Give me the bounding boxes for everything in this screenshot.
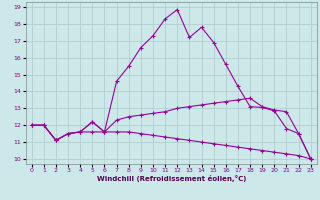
X-axis label: Windchill (Refroidissement éolien,°C): Windchill (Refroidissement éolien,°C) <box>97 175 246 182</box>
